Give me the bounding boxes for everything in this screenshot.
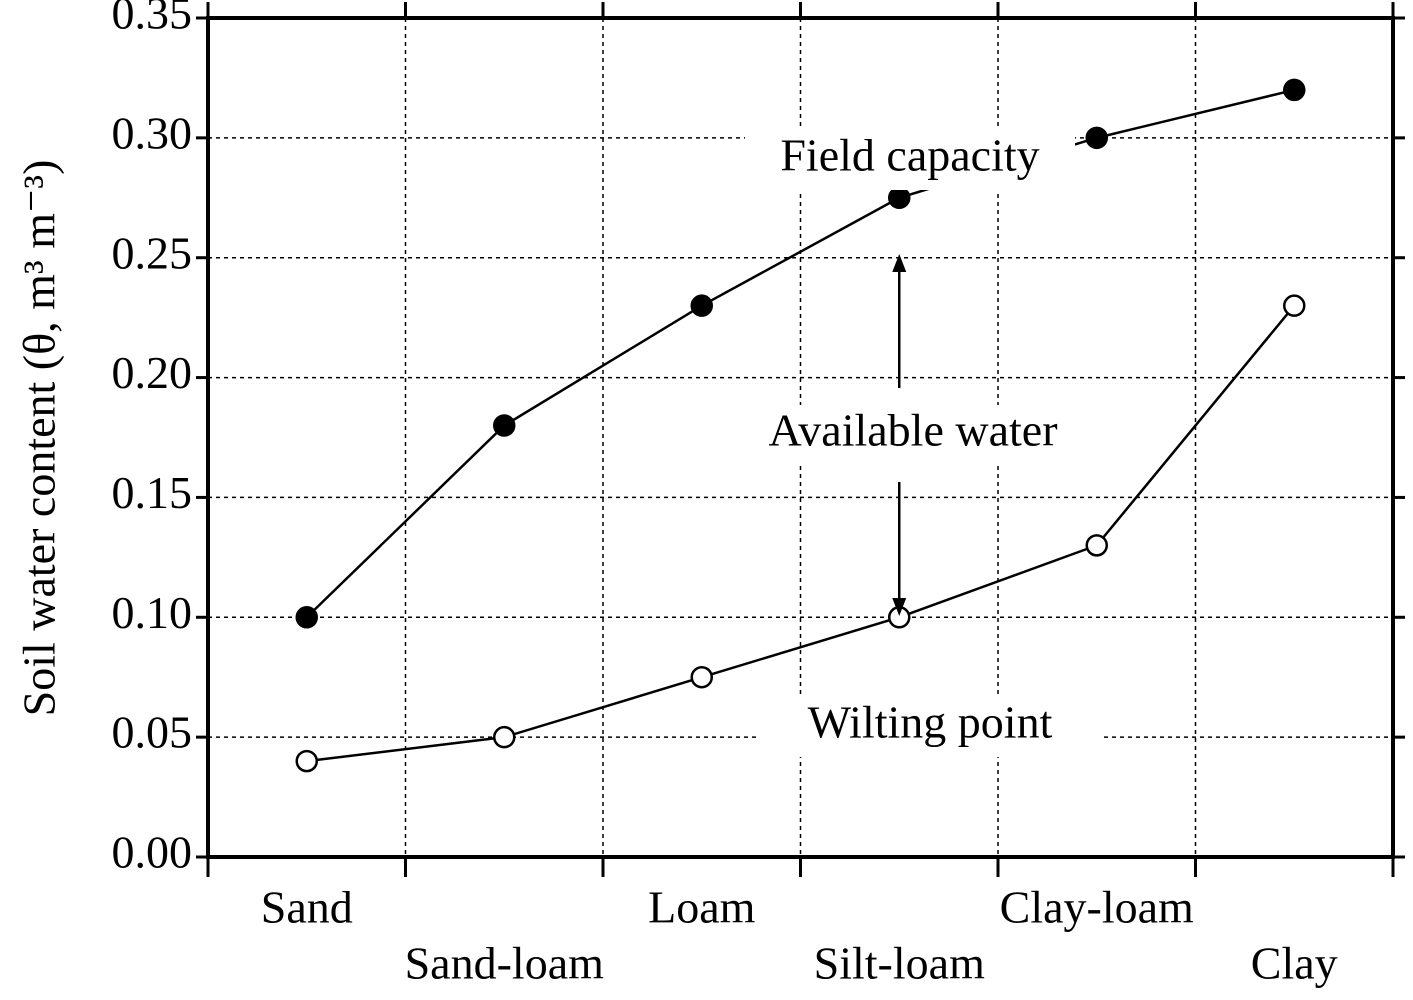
- x-tick-label: Clay-loam: [1000, 882, 1194, 933]
- series-line: [306, 304, 1296, 763]
- annotation: Wilting point: [808, 697, 1053, 748]
- point: [1283, 78, 1306, 102]
- annotation: Field capacity: [780, 130, 1039, 181]
- y-tick-label: 0.20: [112, 347, 193, 398]
- x-tick-label: Silt-loam: [814, 938, 985, 989]
- label-background: [760, 697, 1100, 757]
- annotation: Available water: [768, 405, 1057, 456]
- point: [888, 186, 911, 210]
- point: [295, 749, 318, 773]
- point: [295, 606, 318, 629]
- point: [690, 665, 713, 689]
- point: [493, 414, 516, 437]
- point: [1283, 294, 1306, 317]
- arrow-head: [892, 598, 907, 616]
- x-tick-label: Sand: [261, 882, 353, 933]
- y-tick-label: 0.00: [112, 827, 193, 878]
- x-tick-label: Loam: [648, 882, 756, 933]
- y-axis-label: Soil water content (θ, m³ m⁻³): [14, 160, 65, 717]
- y-tick-label: 0.05: [112, 707, 193, 758]
- point: [1085, 126, 1108, 150]
- point: [690, 294, 713, 317]
- y-tick-label: 0.30: [112, 107, 193, 158]
- label-background: [745, 130, 1075, 190]
- y-tick-label: 0.10: [112, 587, 193, 638]
- x-tick-label: Clay: [1251, 938, 1338, 989]
- plot-frame: [206, 16, 1395, 859]
- arrow-head: [892, 254, 907, 272]
- point: [1085, 534, 1108, 557]
- y-tick-label: 0.15: [112, 467, 193, 518]
- point: [493, 725, 516, 749]
- y-tick-label: 0.25: [112, 227, 193, 278]
- x-tick-label: Sand-loam: [405, 938, 605, 989]
- y-tick-label: 0.35: [112, 0, 193, 39]
- label-background: [743, 405, 1083, 465]
- series-line: [305, 88, 1295, 619]
